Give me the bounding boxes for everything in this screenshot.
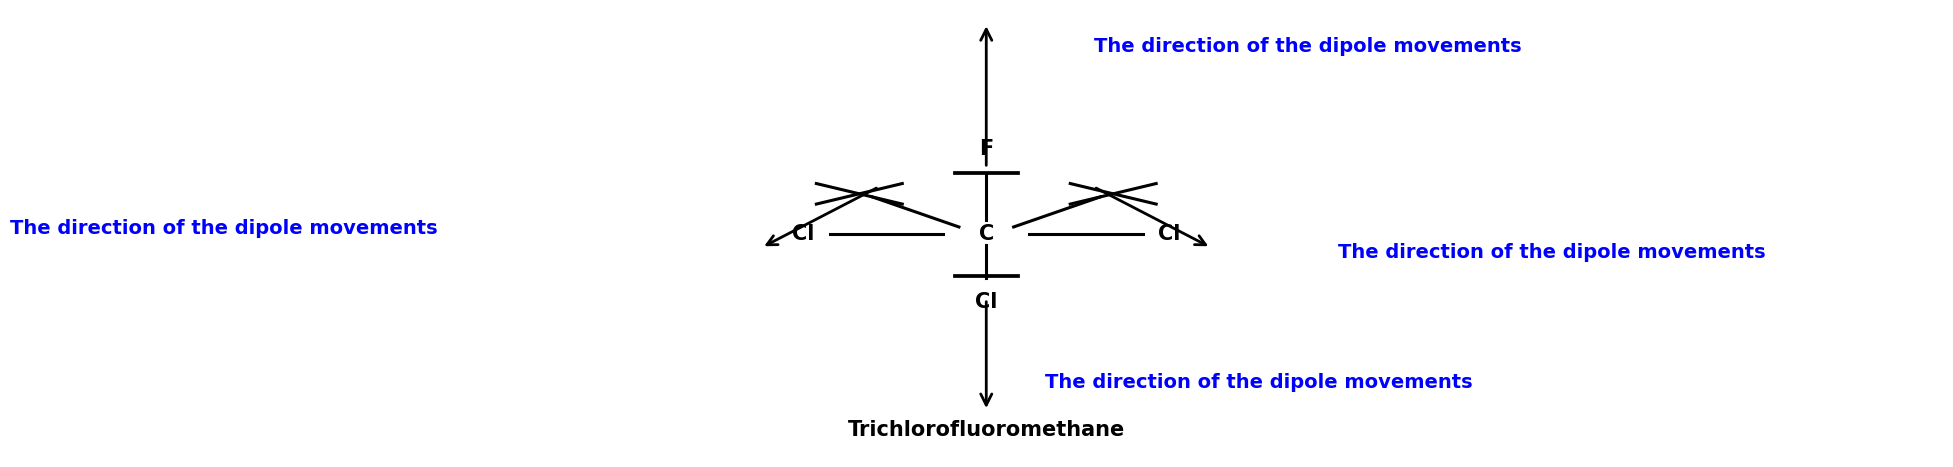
Text: Cl: Cl: [793, 224, 814, 243]
Text: The direction of the dipole movements: The direction of the dipole movements: [1045, 374, 1473, 392]
Text: The direction of the dipole movements: The direction of the dipole movements: [1338, 243, 1766, 262]
Text: Cl: Cl: [975, 292, 998, 312]
Text: The direction of the dipole movements: The direction of the dipole movements: [1094, 37, 1521, 56]
Text: Trichlorofluoromethane: Trichlorofluoromethane: [848, 420, 1125, 439]
Text: Cl: Cl: [1158, 224, 1180, 243]
Text: The direction of the dipole movements: The direction of the dipole movements: [10, 219, 437, 238]
Text: F: F: [978, 139, 994, 159]
Text: C: C: [978, 224, 994, 243]
